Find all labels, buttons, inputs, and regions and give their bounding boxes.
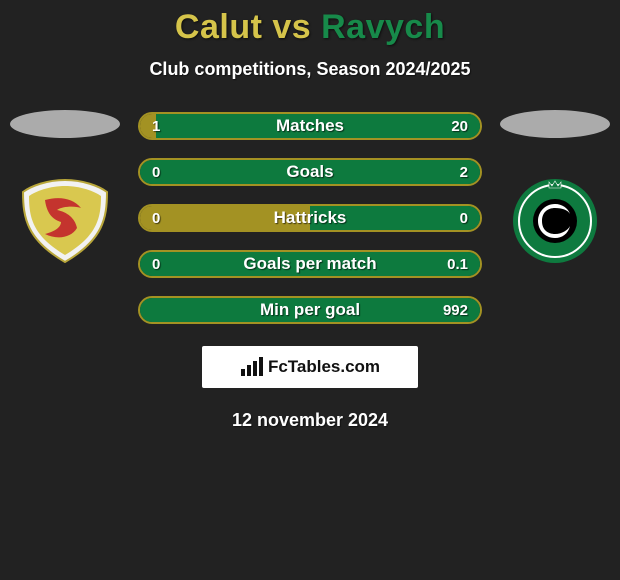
subtitle: Club competitions, Season 2024/2025 bbox=[0, 59, 620, 80]
bar-fill-right bbox=[140, 298, 480, 322]
brand-box: FcTables.com bbox=[202, 346, 418, 388]
brand-prefix: Fc bbox=[268, 357, 288, 376]
stat-right-value: 20 bbox=[451, 118, 468, 135]
stat-bar: 0Hattricks0 bbox=[138, 204, 482, 232]
bar-chart-icon bbox=[240, 357, 264, 377]
stat-right-value: 2 bbox=[460, 164, 468, 181]
player-left-name: Calut bbox=[175, 8, 263, 46]
stat-left-value: 0 bbox=[152, 256, 160, 273]
left-club-badge bbox=[15, 178, 115, 264]
bar-fill-right bbox=[140, 160, 480, 184]
infographic-root: Calut vs Ravych Club competitions, Seaso… bbox=[0, 0, 620, 431]
left-ellipse bbox=[10, 110, 120, 138]
left-side bbox=[10, 112, 120, 264]
circle-badge-icon bbox=[512, 178, 598, 264]
player-right-name: Ravych bbox=[321, 8, 445, 46]
vs-text: vs bbox=[262, 8, 321, 46]
stat-left-value: 0 bbox=[152, 210, 160, 227]
bar-fill-right bbox=[156, 114, 480, 138]
stat-right-value: 0 bbox=[460, 210, 468, 227]
stat-bar: 0Goals per match0.1 bbox=[138, 250, 482, 278]
stat-left-value: 1 bbox=[152, 118, 160, 135]
content-row: 1Matches20 0Goals2 0Hattricks0 0Goals per m… bbox=[0, 112, 620, 324]
date-text: 12 november 2024 bbox=[0, 410, 620, 431]
bar-fill-right bbox=[140, 252, 480, 276]
stat-right-value: 0.1 bbox=[447, 256, 468, 273]
page-title: Calut vs Ravych bbox=[0, 8, 620, 47]
right-ellipse bbox=[500, 110, 610, 138]
stat-right-value: 992 bbox=[443, 302, 468, 319]
bar-fill-right bbox=[310, 206, 480, 230]
bar-fill-left bbox=[140, 206, 310, 230]
stat-bar: Min per goal992 bbox=[138, 296, 482, 324]
right-side bbox=[500, 112, 610, 264]
stat-bars: 1Matches20 0Goals2 0Hattricks0 0Goals per m… bbox=[138, 112, 482, 324]
right-club-badge bbox=[505, 178, 605, 264]
stat-bar: 1Matches20 bbox=[138, 112, 482, 140]
shield-icon bbox=[15, 178, 115, 264]
stat-bar: 0Goals2 bbox=[138, 158, 482, 186]
stat-left-value: 0 bbox=[152, 164, 160, 181]
brand-suffix: Tables.com bbox=[288, 357, 380, 376]
brand-text: FcTables.com bbox=[268, 357, 380, 377]
